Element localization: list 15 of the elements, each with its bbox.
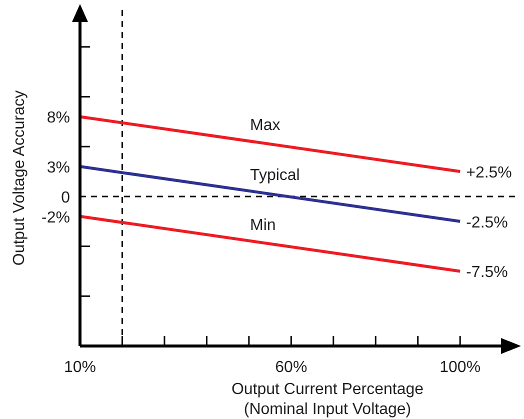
x-axis-title: Output Current Percentage (Nominal Input Voltage) xyxy=(231,381,424,418)
series-label: Max xyxy=(250,117,280,134)
x-tick-label: 10% xyxy=(64,359,96,376)
y-axis-title: Output Voltage Accuracy xyxy=(11,90,28,266)
data-label: -7.5% xyxy=(466,264,508,282)
y-tick-label: 3% xyxy=(46,160,70,177)
series-label: Min xyxy=(250,216,276,234)
data-label: -2.5% xyxy=(466,214,508,232)
y-tick-label: 0 xyxy=(61,189,70,206)
data-label: +2.5% xyxy=(466,164,512,182)
series-label: Typical xyxy=(250,166,300,184)
y-tick-label: 8% xyxy=(46,110,70,127)
x-tick-label: 100% xyxy=(440,359,481,376)
x-tick-label: 60% xyxy=(275,359,308,376)
y-tick-label: -2% xyxy=(42,209,70,226)
